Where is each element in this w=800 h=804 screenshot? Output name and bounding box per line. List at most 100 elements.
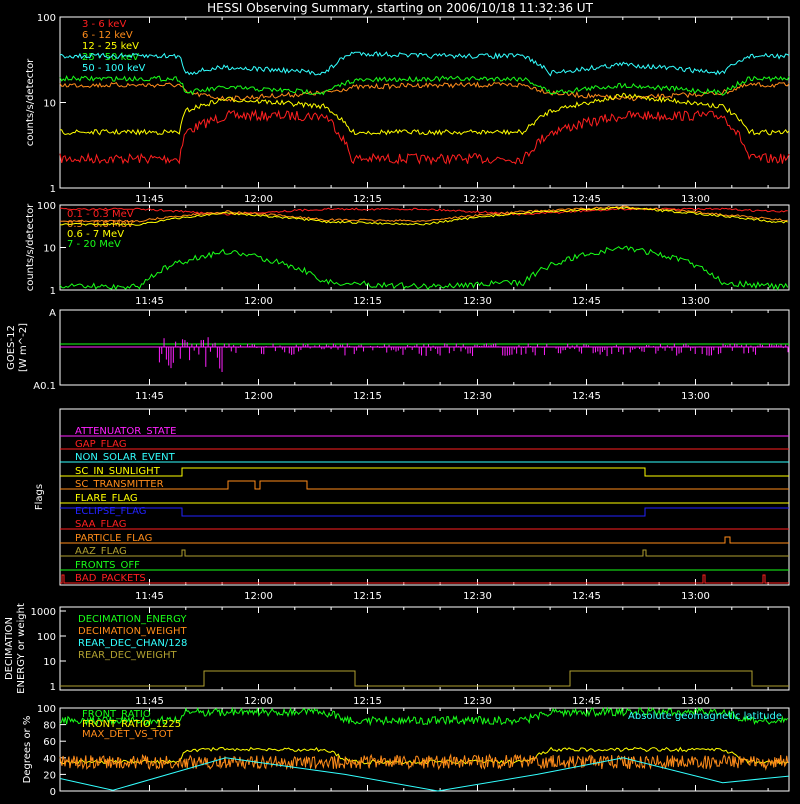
x-tick-label: 11:45 [135,391,164,402]
flag-label: GAP_FLAG [75,439,127,450]
flag-line [60,536,789,544]
y-tick-label: 1 [50,286,56,297]
series-line-orange [59,81,790,103]
x-tick-label: 12:15 [353,194,382,205]
x-tick-label: 12:45 [572,591,601,602]
flag-label: FRONTS_OFF [75,560,140,571]
series-line-red [59,108,790,166]
flag-line [60,480,789,490]
panel-high-energy-rates-frame [59,204,790,291]
y-tick-label: 0 [50,787,56,798]
series-line-cyan [59,51,790,77]
x-tick-label: 11:45 [135,194,164,205]
panel-low-energy-rates: 11:45 12:00 12:15 12:30 12:45 13:00 1 10 100 coun… [25,13,790,205]
series-line-yellow [59,746,789,765]
x-tick-label: 13:00 [681,296,710,307]
series-line-yellow [59,92,790,136]
x-tick-label: 12:15 [353,696,382,707]
y-tick-label: 100 [37,704,56,715]
y-tick-label: A [49,308,56,319]
legend-entry: 0.6 - 7 MeV [67,229,124,240]
legend-entry: MAX_DET_VS_TOT [82,729,174,740]
y-tick-label: 1 [50,184,56,195]
legend-entry: 3 - 6 keV [82,19,126,30]
x-tick-label: 12:00 [244,391,273,402]
y-tick-label: 1 [50,682,56,693]
panels-group: 11:45 12:00 12:15 12:30 12:45 13:00110100coun… [4,13,790,798]
x-tick-label: 11:45 [135,296,164,307]
x-tick-label: 12:30 [463,591,492,602]
legend-entry: 7 - 20 MeV [67,239,121,250]
x-tick-label: 12:30 [463,391,492,402]
annotation-geomagnetic: Absolute geomagnetic latitude [628,711,782,722]
panel-flags-frame [59,408,790,586]
y-tick-label: 10 [43,244,56,255]
x-tick-label: 13:00 [681,591,710,602]
x-tick-label: 12:45 [572,391,601,402]
y-axis-label: Flags [34,484,45,510]
series-line-green [59,706,789,727]
panel-decimation-frame [59,606,790,691]
legend-entry: 6 - 12 keV [82,30,133,41]
flag-label: SC_IN_SUNLIGHT [75,466,161,477]
flag-line [60,574,789,584]
figure-title: HESSI Observing Summary, starting on 200… [207,1,593,15]
x-tick-label: 12:00 [244,696,273,707]
x-tick-label: 12:00 [244,194,273,205]
y-axis-label: GOES-12 [6,325,17,370]
x-tick-label: 12:15 [353,391,382,402]
panel-goes: 11:45 12:00 12:15 12:30 12:45 13:00 A A0.1 GOES-… [6,308,790,402]
x-tick-label: 13:00 [681,696,710,707]
y-tick-label: 20 [43,770,56,781]
y-tick-label: A0.1 [33,381,56,392]
panel-geomagnetic: 0 20 40 60 80 100 Degrees or % FRONT_RATIOFRONT… [22,704,790,798]
legend-entry: REAR_DEC_CHAN/128 [78,638,187,649]
flag-line [60,549,789,557]
flag-label: ATTENUATOR_STATE [75,426,176,437]
x-tick-label: 12:00 [244,296,273,307]
legend-entry: DECIMATION_WEIGHT [78,626,187,637]
series-line-green [59,75,790,96]
series-line-olive [60,670,789,687]
x-tick-label: 13:00 [681,194,710,205]
series-line-yellow [59,206,788,226]
x-tick-label: 12:45 [572,194,601,205]
flag-label: AAZ_FLAG [75,546,127,557]
x-tick-label: 12:15 [353,296,382,307]
flag-line [60,507,789,517]
series-line-orange [59,753,789,771]
x-tick-label: 12:30 [463,194,492,205]
legend-entry: DECIMATION_ENERGY [78,614,187,625]
flag-label: BAD_PACKETS [75,573,146,584]
legend-entry: FRONT_RATIO_1225 [82,719,181,730]
x-tick-label: 13:00 [681,391,710,402]
y-axis-label-2: ENERGY or weight [16,603,27,694]
y-tick-label: 80 [43,721,56,732]
legend-entry: REAR_DEC_WEIGHT [78,650,177,661]
series-line-red [59,207,788,216]
y-tick-label: 100 [37,201,56,212]
y-tick-label: 1000 [31,607,56,618]
y-tick-label: 10 [43,99,56,110]
flag-label: ECLIPSE_FLAG [75,506,146,517]
panel-geomagnetic-frame [59,707,790,792]
y-axis-units: [W m^-2] [18,323,29,372]
flag-label: PARTICLE_FLAG [75,533,152,544]
y-tick-label: 60 [43,737,56,748]
legend-entry: 12 - 25 keV [82,41,139,52]
x-tick-label: 12:45 [572,696,601,707]
flag-label: SC_TRANSMITTER [75,479,164,490]
x-tick-label: 11:45 [135,591,164,602]
flag-label: FLARE_FLAG [75,493,138,504]
legend-entry: 50 - 100 keV [82,63,146,74]
series-line-orange [59,205,788,223]
x-tick-label: 12:30 [463,696,492,707]
y-axis-label: Degrees or % [22,716,33,784]
x-tick-label: 11:45 [135,696,164,707]
series-line-green [59,245,789,291]
x-tick-label: 12:15 [353,591,382,602]
panel-decimation: 11:45 12:00 12:15 12:30 12:45 13:00 1 10 100 1000… [4,603,790,707]
flag-line [60,467,789,477]
